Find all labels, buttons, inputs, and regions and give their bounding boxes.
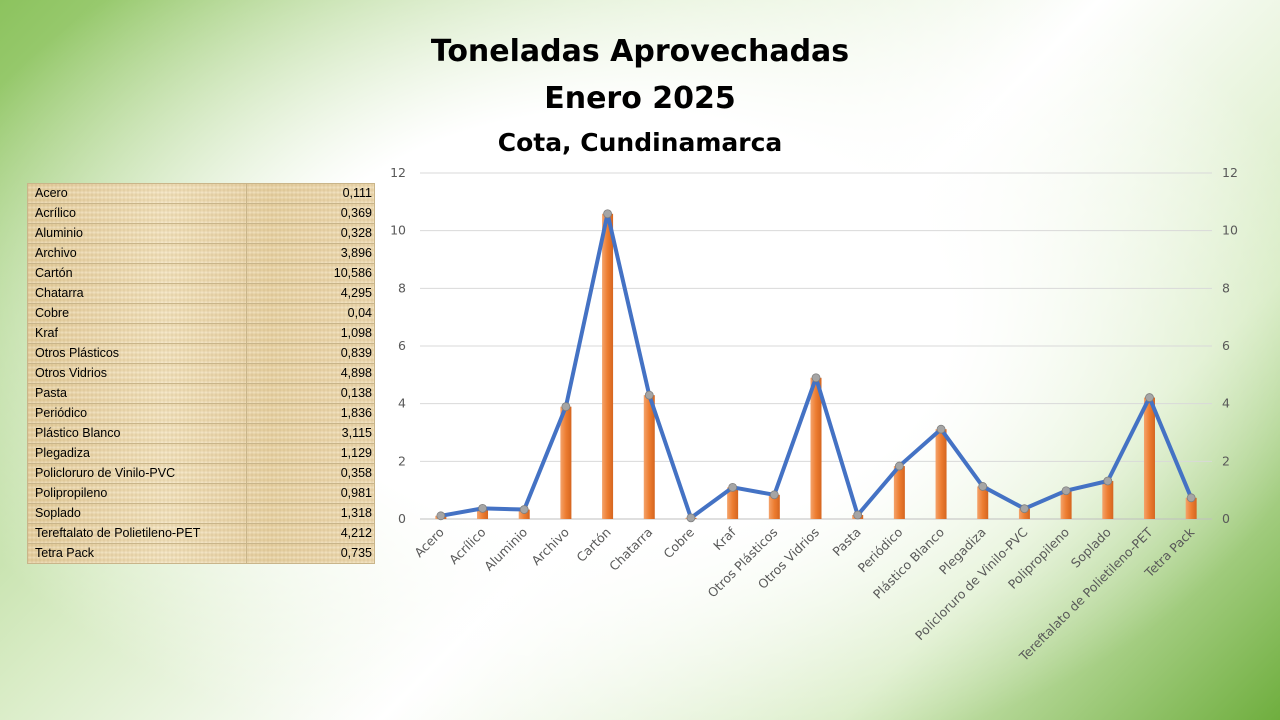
table-row: Cobre 0,04 xyxy=(27,303,375,324)
bar xyxy=(977,486,989,519)
table-row: Cartón 10,586 xyxy=(27,263,375,284)
material-label: Otros Vidrios xyxy=(27,363,247,384)
bar xyxy=(727,487,739,519)
line-point xyxy=(478,503,487,513)
line-point xyxy=(436,511,446,521)
line-point xyxy=(686,513,696,523)
chart-title: Toneladas Aprovechadas xyxy=(430,34,850,69)
tonnage-value: 0,328 xyxy=(246,223,375,244)
table-row: Pasta 0,138 xyxy=(27,383,375,404)
y-tick-label: 10 xyxy=(390,223,406,238)
bar xyxy=(518,509,530,519)
material-label: Tetra Pack xyxy=(27,543,247,564)
table-row: Plástico Blanco 3,115 xyxy=(27,423,375,444)
bar xyxy=(560,406,572,519)
x-tick-label: Plástico Blanco xyxy=(870,525,947,602)
table-row: Tereftalato de Polietileno-PET 4,212 xyxy=(27,523,375,544)
line-point xyxy=(1186,493,1196,503)
x-tick-label: Chatarra xyxy=(606,525,655,574)
tonnage-value: 10,586 xyxy=(246,263,375,284)
y2-tick-label: 12 xyxy=(1222,165,1238,180)
x-tick-label: Cobre xyxy=(660,524,697,561)
material-label: Periódico xyxy=(27,403,247,424)
y-tick-label: 12 xyxy=(390,165,406,180)
tonnage-value: 0,735 xyxy=(246,543,375,564)
x-tick-label: Kraf xyxy=(710,524,739,553)
line-point xyxy=(769,490,779,500)
bar xyxy=(768,494,780,519)
bar xyxy=(477,508,489,519)
bar xyxy=(1143,397,1155,519)
x-tick-label: Cartón xyxy=(573,525,613,565)
line-point xyxy=(519,505,529,514)
tonnage-value: 1,129 xyxy=(246,443,375,464)
line-point xyxy=(853,510,863,520)
line-point xyxy=(603,209,612,219)
line-point xyxy=(1103,476,1113,486)
x-tick-label: Archivo xyxy=(528,525,572,569)
table-row: Periódico 1,836 xyxy=(27,403,375,424)
material-label: Tereftalato de Polietileno-PET xyxy=(27,523,247,544)
data-table: Acero 0,111 Acrílico 0,369 Aluminio 0,328 Arch… xyxy=(27,183,375,564)
y-tick-label: 0 xyxy=(398,511,406,526)
table-row: Kraf 1,098 xyxy=(27,323,375,344)
tonnage-value: 0,358 xyxy=(246,463,375,484)
y2-tick-label: 4 xyxy=(1222,396,1230,411)
table-row: Plegadiza 1,129 xyxy=(27,443,375,464)
table-row: Acrílico 0,369 xyxy=(27,203,375,224)
bar xyxy=(1102,480,1114,519)
chart-subtitle: Cota, Cundinamarca xyxy=(497,128,783,157)
line-point xyxy=(936,424,946,434)
y2-tick-label: 8 xyxy=(1222,280,1230,295)
bar xyxy=(643,395,655,519)
line-point xyxy=(644,390,654,400)
bar xyxy=(935,429,947,519)
y2-tick-label: 0 xyxy=(1222,511,1230,526)
y2-tick-label: 2 xyxy=(1222,453,1230,468)
table-row: Aluminio 0,328 xyxy=(27,223,375,244)
table-row: Tetra Pack 0,735 xyxy=(27,543,375,564)
table-row: Otros Vidrios 4,898 xyxy=(27,363,375,384)
y-tick-label: 8 xyxy=(398,280,406,295)
y2-tick-label: 6 xyxy=(1222,338,1230,353)
y2-tick-label: 10 xyxy=(1222,223,1238,238)
bar xyxy=(1018,508,1030,519)
bar xyxy=(1185,497,1197,519)
line-point xyxy=(561,402,571,412)
table-row: Soplado 1,318 xyxy=(27,503,375,524)
line-point xyxy=(811,373,821,383)
bar xyxy=(602,213,614,520)
line-point xyxy=(1145,393,1154,402)
y-tick-label: 6 xyxy=(398,338,406,353)
bar xyxy=(1060,490,1072,519)
chart-period: Enero 2025 xyxy=(544,81,736,116)
bar xyxy=(893,466,905,519)
line-point xyxy=(728,482,738,492)
x-tick-label: Acero xyxy=(411,525,447,561)
y-tick-label: 4 xyxy=(398,396,406,411)
x-tick-label: Pasta xyxy=(829,525,863,559)
line-point xyxy=(1020,504,1029,514)
line-point xyxy=(1061,486,1071,496)
material-label: Cartón xyxy=(27,263,247,284)
y-tick-label: 2 xyxy=(398,453,406,468)
bar xyxy=(810,377,822,519)
line-point xyxy=(894,461,904,471)
x-tick-label: Aluminio xyxy=(481,525,530,574)
line-point xyxy=(978,482,988,491)
